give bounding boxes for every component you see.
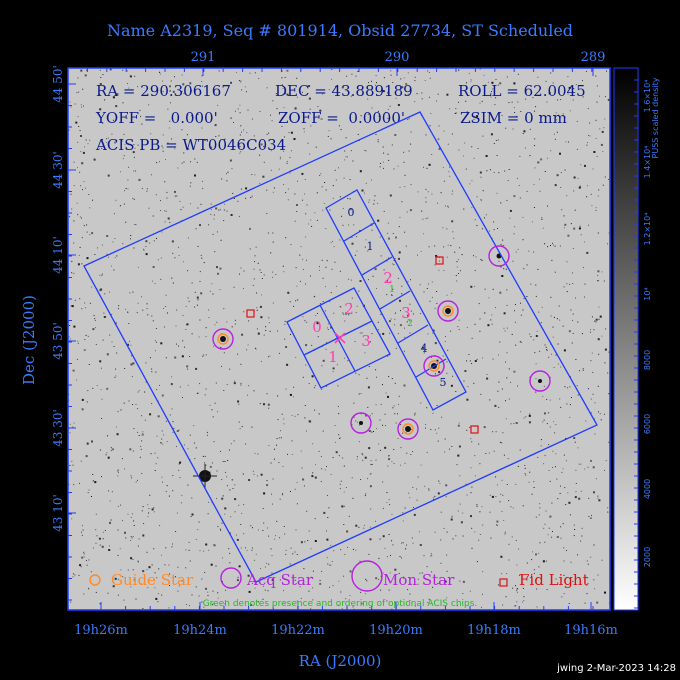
legend: Guide Star Acq Star Mon Star Fid Light G…	[89, 560, 589, 609]
acq-star-marker	[529, 370, 551, 392]
chip-label-s1: 1	[367, 240, 374, 253]
field-of-view-outline	[83, 111, 598, 583]
guide-star-marker	[442, 305, 454, 317]
plot-frame	[67, 67, 611, 611]
chip-label-s5: 5	[440, 376, 447, 389]
acis-pb-value: ACIS PB = WT0046C034	[95, 136, 286, 154]
acq-star-markers	[212, 245, 551, 440]
bottom-tick-label: 19h22m	[271, 623, 325, 638]
fid-light-markers	[246, 256, 479, 434]
acq-star-marker	[488, 245, 510, 267]
left-tick-label: 43 50'	[51, 322, 65, 360]
guide-star-marker	[217, 333, 229, 345]
left-tick-label: 44 10'	[51, 236, 65, 274]
chip-label-i0: 0	[312, 318, 322, 336]
legend-note: Green denotes presence and ordering of o…	[203, 599, 478, 609]
top-tick-label: 289	[581, 50, 606, 65]
bottom-tick-label: 19h16m	[564, 623, 618, 638]
zsim-value: ZSIM = 0 mm	[460, 109, 567, 127]
yoff-value: YOFF = 0.000'	[95, 109, 218, 127]
colorbar-tick-label: 1.6×10⁴	[643, 80, 652, 113]
top-tick-label: 291	[191, 50, 216, 65]
colorbar-tick-label: 1.4×10⁴	[643, 146, 652, 179]
acq-star-marker	[212, 328, 234, 350]
acq-star-legend-label: Acq Star	[246, 571, 314, 589]
optional-chip-mark: 2	[407, 319, 413, 329]
chip-label-s3: 3	[401, 304, 411, 322]
guide-star-legend-label: Guide Star	[111, 571, 194, 589]
chip-label-i1: 2	[344, 300, 354, 318]
bottom-tick-label: 19h26m	[74, 623, 128, 638]
guide-star-marker	[402, 423, 414, 435]
y-axis-label: Dec (J2000)	[20, 295, 38, 385]
colorbar-tick-label: 6000	[643, 414, 652, 434]
acq-star-legend-icon	[220, 567, 242, 589]
chip-label-s4: 4	[421, 342, 428, 355]
left-tick-label: 44 30'	[51, 151, 65, 189]
pointing-info: RA = 290.306167 DEC = 43.889189 ROLL = 6…	[95, 82, 586, 154]
mon-star-legend-label: Mon Star	[383, 571, 455, 589]
roll-value: ROLL = 62.0045	[458, 82, 586, 100]
left-tick-label: 43 10'	[51, 494, 65, 532]
bottom-tick-label: 19h20m	[369, 623, 423, 638]
timestamp-footer: jwing 2-Mar-2023 14:28	[557, 663, 676, 674]
aimpoint-marker	[334, 332, 346, 344]
left-tick-label: 44 50'	[51, 65, 65, 103]
fid-light-legend-icon	[499, 578, 508, 587]
chip-label-s2: 2	[383, 269, 393, 287]
fid-light-marker	[435, 256, 444, 265]
fid-light-legend-label: Fid Light	[519, 571, 589, 589]
colorbar-tick-label: 2000	[643, 547, 652, 567]
acq-star-marker	[423, 355, 445, 377]
top-tick-label: 290	[385, 50, 410, 65]
chip-label-i3: 3	[361, 332, 371, 350]
colorbar-tick-label: 4000	[643, 479, 652, 499]
acis-spectroscopy-array	[325, 189, 467, 411]
fid-light-marker	[246, 309, 255, 318]
colorbar: PUSS scaled density 2000 4000 6000 8000 …	[613, 67, 660, 611]
mon-star-legend-icon	[351, 560, 383, 592]
colorbar-tick-label: 1.2×10⁴	[643, 213, 652, 246]
bottom-tick-label: 19h24m	[173, 623, 227, 638]
acis-imaging-array	[286, 287, 391, 389]
axis-ticks	[67, 68, 594, 610]
dec-value: DEC = 43.889189	[275, 82, 413, 100]
acq-star-marker	[437, 300, 459, 322]
optional-chip-mark: 1	[389, 285, 395, 295]
ra-value: RA = 290.306167	[96, 82, 231, 100]
chart-title: Name A2319, Seq # 801914, Obsid 27734, S…	[107, 21, 573, 40]
guide-star-markers	[217, 305, 454, 435]
left-tick-label: 43 30'	[51, 409, 65, 447]
colorbar-tick-label: 8000	[643, 350, 652, 370]
guide-star-marker	[428, 360, 440, 372]
acq-star-marker	[350, 412, 372, 434]
acq-star-marker	[397, 418, 419, 440]
fid-light-marker	[470, 425, 479, 434]
zoff-value: ZOFF = 0.0000'	[278, 109, 405, 127]
bottom-tick-label: 19h18m	[467, 623, 521, 638]
colorbar-label: PUSS scaled density	[651, 77, 660, 158]
chip-label-s0: 0	[348, 206, 355, 219]
colorbar-tick-label: 10⁴	[643, 287, 652, 300]
chip-label-i2: 1	[328, 348, 338, 366]
guide-star-legend-icon	[89, 574, 101, 586]
x-axis-label: RA (J2000)	[299, 652, 382, 670]
